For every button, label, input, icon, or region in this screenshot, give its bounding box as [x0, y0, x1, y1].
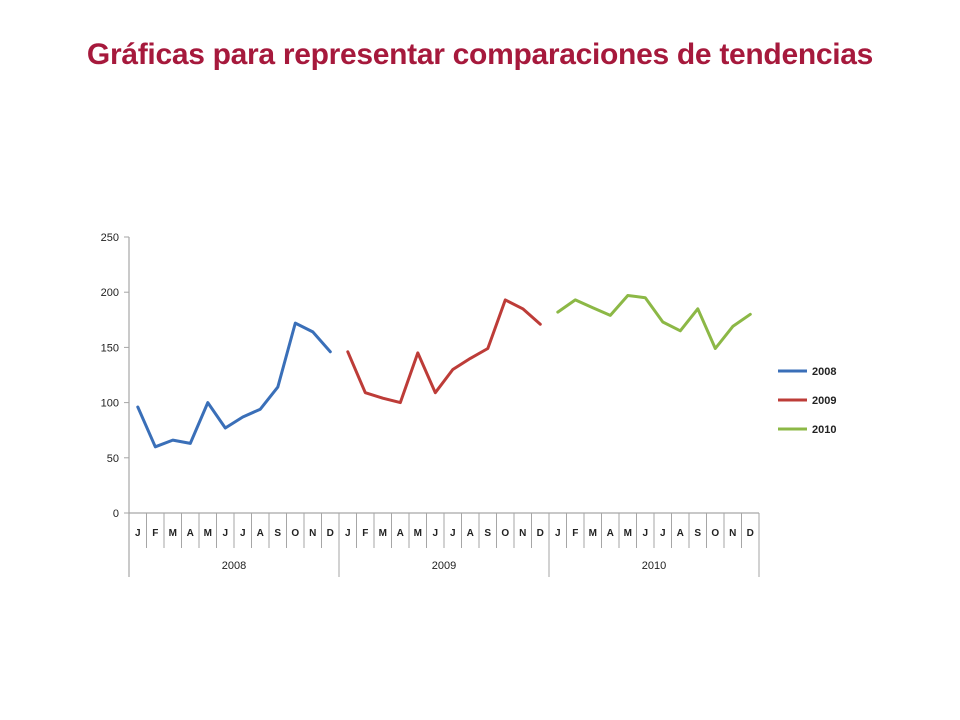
chart-legend: 2008 2009 2010: [778, 366, 836, 436]
legend-label: 2010: [812, 424, 836, 436]
x-month-label: D: [537, 528, 544, 539]
x-month-label: J: [345, 528, 351, 539]
series-line-2009: [346, 298, 542, 405]
y-tick-label: 200: [101, 287, 119, 299]
x-month-label: J: [555, 528, 561, 539]
x-month-label: M: [204, 528, 212, 539]
x-month-label: M: [379, 528, 387, 539]
x-month-label: F: [362, 528, 368, 539]
x-month-label: M: [624, 528, 632, 539]
x-month-label: O: [711, 528, 719, 539]
x-year-label: 2010: [642, 560, 666, 572]
x-month-label: J: [240, 528, 246, 539]
x-month-label: A: [607, 528, 614, 539]
x-month-label: O: [291, 528, 299, 539]
x-month-label: A: [467, 528, 474, 539]
chart-series-lines: [136, 294, 752, 449]
x-month-label: A: [257, 528, 264, 539]
x-month-label: F: [152, 528, 158, 539]
x-month-label: O: [501, 528, 509, 539]
y-tick-label: 150: [101, 342, 119, 354]
x-month-label: A: [187, 528, 194, 539]
x-month-label: J: [660, 528, 666, 539]
x-month-label: D: [327, 528, 334, 539]
series-line-2008: [136, 321, 332, 449]
x-month-label: M: [169, 528, 177, 539]
series-line-2010: [556, 294, 752, 350]
x-month-label: M: [589, 528, 597, 539]
legend-label: 2009: [812, 395, 836, 407]
y-tick-label: 250: [101, 232, 119, 244]
x-month-label: N: [729, 528, 736, 539]
x-month-label: A: [677, 528, 684, 539]
x-month-label: A: [397, 528, 404, 539]
x-month-label: J: [432, 528, 438, 539]
y-tick-label: 50: [107, 453, 119, 465]
y-tick-label: 0: [113, 508, 119, 520]
x-month-label: M: [414, 528, 422, 539]
x-month-label: N: [519, 528, 526, 539]
legend-label: 2008: [812, 366, 836, 378]
x-month-label: N: [309, 528, 316, 539]
x-month-label: J: [642, 528, 648, 539]
x-month-label: J: [135, 528, 141, 539]
y-tick-label: 100: [101, 398, 119, 410]
x-month-label: S: [484, 528, 491, 539]
x-month-label: S: [694, 528, 701, 539]
x-month-label: D: [747, 528, 754, 539]
x-month-label: S: [274, 528, 281, 539]
x-year-label: 2009: [432, 560, 456, 572]
x-month-label: F: [572, 528, 578, 539]
x-month-label: J: [450, 528, 456, 539]
x-month-label: J: [222, 528, 228, 539]
x-year-label: 2008: [222, 560, 246, 572]
slide-title: Gráficas para representar comparaciones …: [86, 38, 874, 71]
